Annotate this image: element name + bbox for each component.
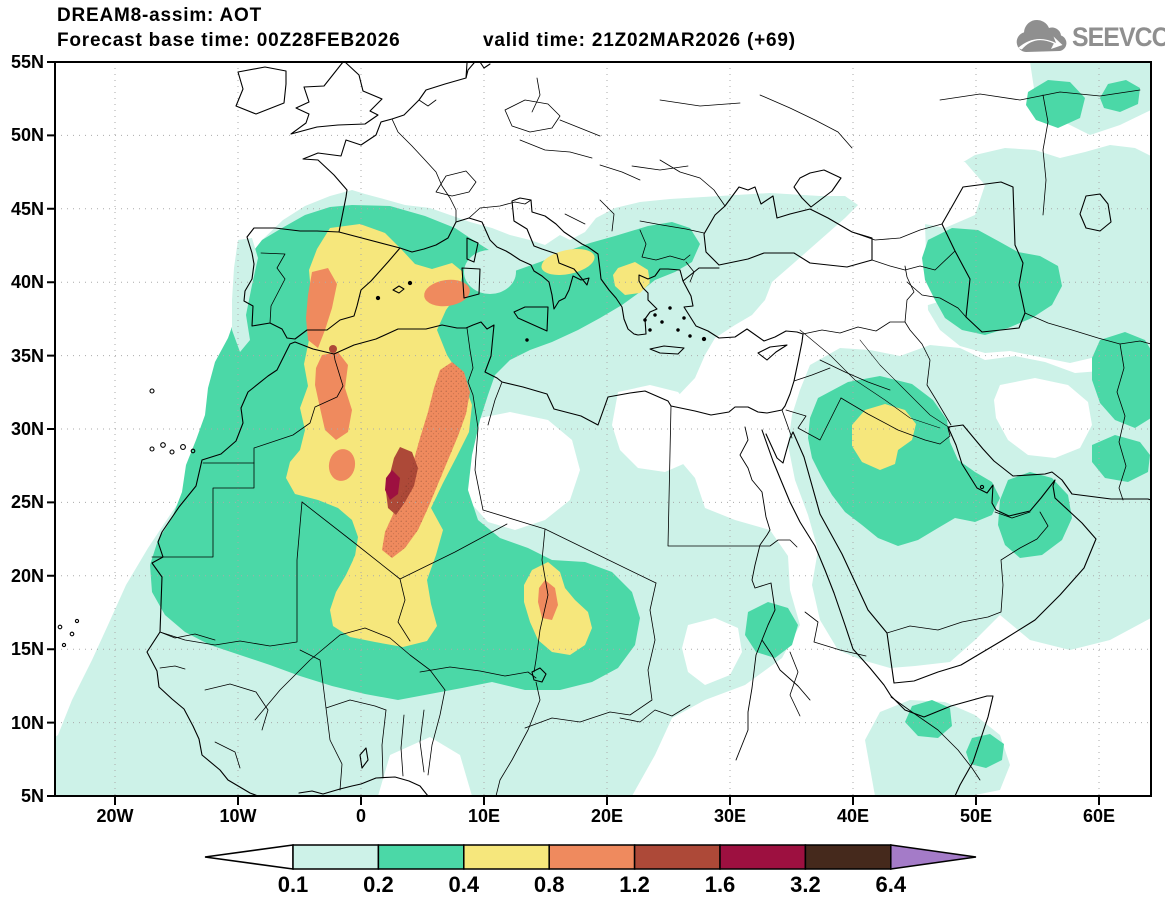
lon-tick-label: 60E — [1082, 806, 1116, 826]
lat-tick-label: 55N — [10, 52, 44, 72]
lat-tick-label: 45N — [10, 198, 44, 219]
graticule — [55, 62, 1151, 796]
lon-tick-label: 50E — [959, 806, 993, 826]
colorbar-tick-label: 6.4 — [875, 872, 907, 897]
colorbar-tick-label: 0.2 — [363, 872, 394, 897]
brand-logo: SEEVCCC — [1013, 16, 1165, 58]
colorbar-tick-label: 3.2 — [790, 872, 821, 897]
lat-tick-label: 40N — [10, 272, 44, 293]
colorbar — [204, 844, 977, 870]
lat-tick-label: 5N — [20, 786, 44, 806]
coastlines — [57, 61, 1152, 797]
lon-tick-label: 40E — [836, 806, 870, 826]
colorbar-tick-label: 1.6 — [704, 872, 736, 897]
valid-time: valid time: 21Z02MAR2026 (+69) — [483, 30, 796, 51]
lon-tick-label: 30E — [713, 806, 747, 826]
lat-tick-label: 35N — [10, 345, 44, 366]
lon-tick-label: 10W — [219, 806, 257, 826]
lat-tick-label: 30N — [10, 419, 44, 439]
aot-shaded-contours — [55, 62, 1151, 796]
lon-tick-label: 20W — [96, 806, 134, 826]
colorbar-tick-label: 0.1 — [277, 872, 309, 897]
lat-tick-label: 50N — [10, 125, 44, 146]
lon-tick-label: 0 — [355, 806, 366, 826]
lat-tick-label: 15N — [10, 639, 44, 660]
forecast-base-time: Forecast base time: 00Z28FEB2026 — [57, 30, 401, 51]
lon-tick-label: 10E — [467, 806, 501, 826]
colorbar-tick-label: 0.4 — [448, 872, 480, 897]
lat-tick-label: 20N — [10, 565, 44, 586]
colorbar-tick-label: 0.8 — [533, 872, 565, 897]
cloud-arrow-icon — [1016, 19, 1067, 52]
country-borders — [151, 77, 1152, 797]
lat-tick-label: 10N — [10, 712, 44, 733]
lat-tick-label: 25N — [10, 492, 44, 513]
lon-tick-label: 20E — [590, 806, 624, 826]
colorbar-tick-label: 1.2 — [619, 872, 650, 897]
brand-name: SEEVCCC — [1072, 21, 1165, 52]
plot-frame — [47, 61, 1152, 805]
page-title: DREAM8-assim: AOT — [57, 5, 263, 26]
